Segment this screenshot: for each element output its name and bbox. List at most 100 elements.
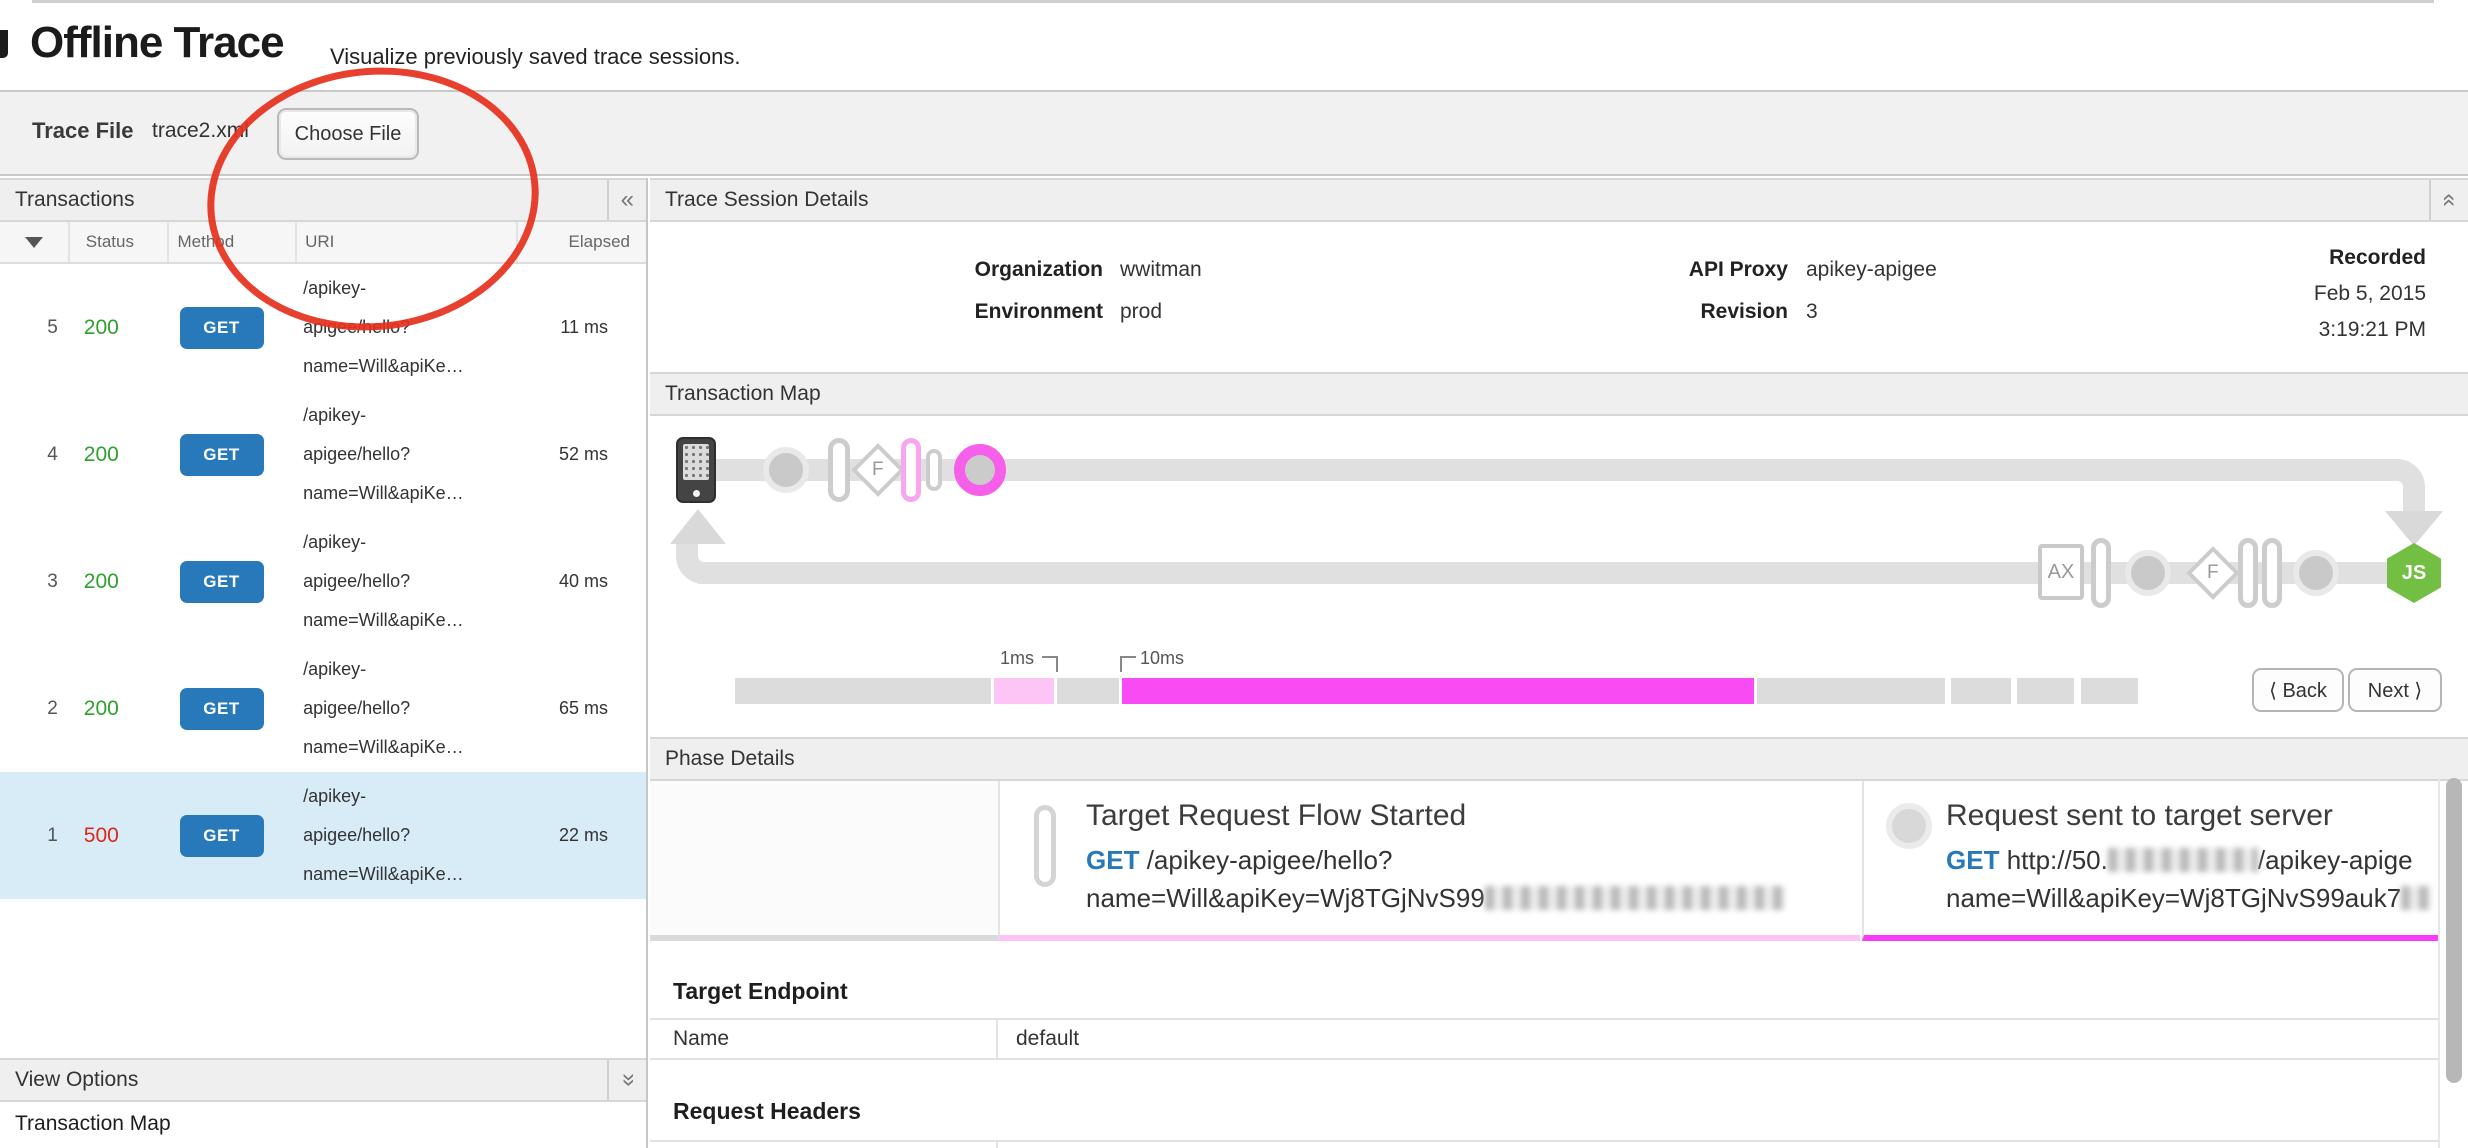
phase-card-title: Target Request Flow Started [1086,799,1467,832]
phase-card-url-line1: GET http://50. /apikey-apige [1946,845,2413,876]
sort-column-header[interactable] [0,222,68,262]
elapsed-cell: 40 ms [558,571,608,591]
selected-step-ring-node[interactable] [954,444,1006,496]
elapsed-cell: 22 ms [558,825,608,845]
timeline-segment[interactable] [1951,678,2011,704]
phase-cards-row: Target Request Flow Started GET /apikey-… [650,781,2468,941]
method-get-button[interactable]: GET [179,687,264,730]
row-number: 5 [47,316,58,338]
timeline-segment[interactable] [2017,678,2074,704]
api-proxy-value: apikey-apigee [1806,258,1937,281]
revision-label: Revision [1700,300,1788,323]
timeline-10ms-label: 10ms [1140,648,1185,668]
flow-condition-diamond[interactable]: F [851,443,905,497]
back-button[interactable]: ⟨ Back [2252,668,2344,712]
api-proxy-label: API Proxy [1688,258,1788,281]
phase-card-url-line2: name=Will&apiKey=Wj8TGjNvS99auk7 [1946,883,2432,914]
method-label: GET [1086,845,1140,875]
view-option-transaction-map[interactable]: Transaction Map [15,1112,171,1135]
uri-line: name=Will&apiKe… [303,356,464,376]
collapse-view-options-button[interactable]: « [606,1060,646,1100]
uri-line: apigee/hello? [303,571,411,591]
timeline-segment-10ms[interactable] [1122,678,1754,704]
column-header-elapsed[interactable]: Elapsed [516,222,646,262]
flow-pill-node[interactable] [828,438,850,502]
column-header-uri[interactable]: URI [295,222,516,262]
request-headers-column-divider [996,1140,998,1148]
method-get-button[interactable]: GET [179,814,264,857]
uri-line: apigee/hello? [303,698,411,718]
nodejs-target-icon[interactable]: JS [2387,543,2441,603]
timeline-segment[interactable] [2081,678,2138,704]
client-phone-icon [676,437,716,503]
timeline-segment[interactable] [735,678,991,704]
next-button[interactable]: Next ⟩ [2348,668,2442,712]
table-row[interactable]: 3 200 GET /apikey- apigee/hello? name=Wi… [0,518,646,645]
arrow-up-icon [670,509,726,544]
organization-label: Organization [974,258,1103,281]
step-circle-node[interactable] [2293,550,2339,596]
flow-pill-node[interactable] [2238,538,2258,608]
url-text: /apikey-apigee/hello? [1146,845,1393,875]
method-label: GET [1946,845,2000,875]
trace-file-label: Trace File [32,118,134,143]
small-pill-node[interactable] [926,449,942,491]
table-row[interactable]: 5 200 GET /apikey- apigee/hello? name=Wi… [0,264,646,391]
ax-node[interactable]: AX [2038,544,2084,600]
trace-session-panel: Trace Session Details « Organization wwi… [650,178,2468,1148]
phase-card-target-request-flow[interactable]: Target Request Flow Started GET /apikey-… [998,781,1860,941]
transaction-map-header: Transaction Map [650,372,2468,416]
uri-line: name=Will&apiKe… [303,737,464,757]
table-row[interactable]: 2 200 GET /apikey- apigee/hello? name=Wi… [0,645,646,772]
timeline-segment-1ms[interactable] [994,678,1054,704]
collapse-panel-button[interactable]: « [606,180,646,220]
row-number: 2 [47,697,58,719]
vertical-scrollbar[interactable] [2446,778,2462,1083]
flow-pill-node[interactable] [2262,538,2282,608]
step-circle-node[interactable] [763,447,809,493]
uri-line: name=Will&apiKe… [303,864,464,884]
column-header-method[interactable]: Method [167,222,295,262]
environment-value: prod [1120,300,1163,323]
phone-home-dot [692,490,700,497]
method-get-button[interactable]: GET [179,433,264,476]
environment-label: Environment [974,300,1103,323]
uri-line: /apikey- [303,659,367,679]
collapse-session-button[interactable]: « [2428,180,2468,220]
uri-line: apigee/hello? [303,825,411,845]
phone-screen [683,444,709,480]
diamond-label: F [872,458,884,480]
ax-label: AX [2047,560,2075,583]
transactions-panel: Transactions « Status Method URI Elapsed… [0,178,648,1148]
revision-value: 3 [1806,300,1818,323]
redacted-apikey-blur [1484,886,1785,910]
table-row[interactable]: 4 200 GET /apikey- apigee/hello? name=Wi… [0,391,646,518]
row-number: 1 [47,824,58,846]
timeline-segment[interactable] [1757,678,1945,704]
status-badge: 500 [83,823,119,847]
timeline-segment[interactable] [1057,678,1119,704]
url-text: name=Will&apiKey=Wj8TGjNvS99 [1086,883,1485,913]
trace-session-details-title: Trace Session Details [665,188,869,211]
uri-line: /apikey- [303,405,367,425]
sort-caret-icon [24,236,43,248]
uri-cell: /apikey- apigee/hello? name=Will&apiKe… [295,396,516,513]
phase-card-request-sent[interactable]: Request sent to target server GET http:/… [1862,781,2440,941]
uri-line: name=Will&apiKe… [303,610,464,630]
table-row[interactable]: 1 500 GET /apikey- apigee/hello? name=Wi… [0,772,646,899]
column-header-status[interactable]: Status [67,222,168,262]
step-circle-icon [1886,803,1932,849]
method-get-button[interactable]: GET [179,306,264,349]
transaction-map-diagram: F AX F JS [650,416,2468,656]
uri-cell: /apikey- apigee/hello? name=Will&apiKe… [295,523,516,640]
request-headers-heading: Request Headers [673,1098,861,1124]
choose-file-button[interactable]: Choose File [277,108,419,160]
step-circle-node[interactable] [2125,550,2171,596]
method-get-button[interactable]: GET [179,560,264,603]
selected-flow-pill-node[interactable] [901,438,921,502]
flow-pill-node[interactable] [2091,538,2111,608]
phase-blank-cell [650,781,998,941]
request-track [710,459,2381,481]
nodejs-label: JS [2401,561,2427,584]
flow-condition-diamond[interactable]: F [2186,546,2240,600]
